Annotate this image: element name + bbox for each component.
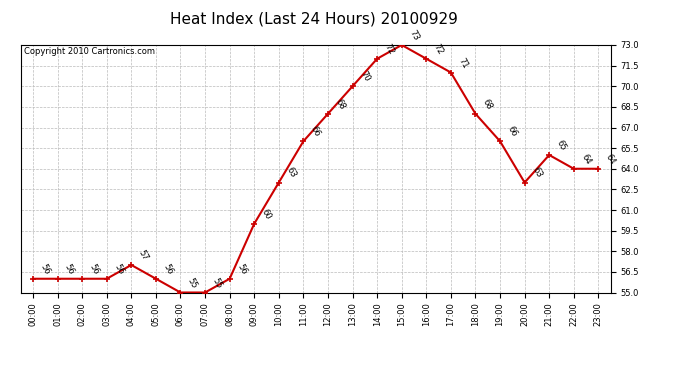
Text: 56: 56 [63, 262, 76, 276]
Text: 56: 56 [88, 262, 101, 276]
Text: 57: 57 [137, 249, 150, 262]
Text: 56: 56 [39, 262, 52, 276]
Text: 60: 60 [259, 207, 273, 221]
Text: 73: 73 [407, 28, 420, 42]
Text: Copyright 2010 Cartronics.com: Copyright 2010 Cartronics.com [23, 48, 155, 57]
Text: 65: 65 [555, 138, 568, 152]
Text: 71: 71 [456, 56, 469, 70]
Text: 72: 72 [383, 42, 396, 56]
Text: Heat Index (Last 24 Hours) 20100929: Heat Index (Last 24 Hours) 20100929 [170, 11, 458, 26]
Text: 63: 63 [530, 166, 543, 180]
Text: 64: 64 [580, 152, 593, 166]
Text: 55: 55 [186, 276, 199, 290]
Text: 68: 68 [333, 97, 346, 111]
Text: 56: 56 [161, 262, 175, 276]
Text: 64: 64 [604, 152, 617, 166]
Text: 66: 66 [309, 124, 322, 138]
Text: 66: 66 [506, 124, 519, 138]
Text: 72: 72 [432, 42, 445, 56]
Text: 56: 56 [112, 262, 126, 276]
Text: 63: 63 [284, 166, 297, 180]
Text: 56: 56 [235, 262, 248, 276]
Text: 70: 70 [358, 70, 371, 84]
Text: 68: 68 [481, 97, 494, 111]
Text: 55: 55 [210, 276, 224, 290]
